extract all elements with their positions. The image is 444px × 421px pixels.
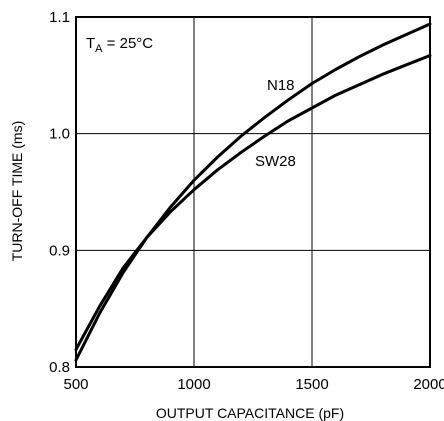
- series-label-n18: N18: [267, 77, 295, 94]
- x-tick-label-1000: 1000: [177, 376, 210, 393]
- condition-prefix: T: [86, 35, 95, 52]
- series-lines: [74, 22, 432, 362]
- x-axis-label: OUTPUT CAPACITANCE (pF): [156, 405, 344, 421]
- y-tick-label-0.8: 0.8: [49, 359, 70, 376]
- y-tick-label-0.9: 0.9: [49, 242, 70, 259]
- condition-label: TA = 25°C: [86, 35, 153, 55]
- grid-lines: [76, 17, 430, 367]
- y-axis-label: TURN-OFF TIME (ms): [9, 121, 25, 262]
- x-tick-labels: 500 1000 1500 2000: [63, 376, 444, 393]
- plot-frame: [75, 16, 431, 368]
- y-tick-label-1: 1.0: [49, 126, 70, 143]
- x-tick-label-500: 500: [63, 376, 88, 393]
- series-line-n18: [74, 22, 432, 362]
- x-tick-label-1500: 1500: [295, 376, 328, 393]
- series-line-sw28: [74, 54, 432, 351]
- condition-subscript: A: [95, 43, 103, 55]
- x-tick-label-2000: 2000: [413, 376, 444, 393]
- y-tick-labels: 0.8 0.9 1.0 1.1: [49, 9, 70, 376]
- series-label-sw28: SW28: [255, 153, 296, 170]
- condition-suffix: = 25°C: [103, 35, 154, 52]
- y-tick-label-1.1: 1.1: [49, 9, 70, 26]
